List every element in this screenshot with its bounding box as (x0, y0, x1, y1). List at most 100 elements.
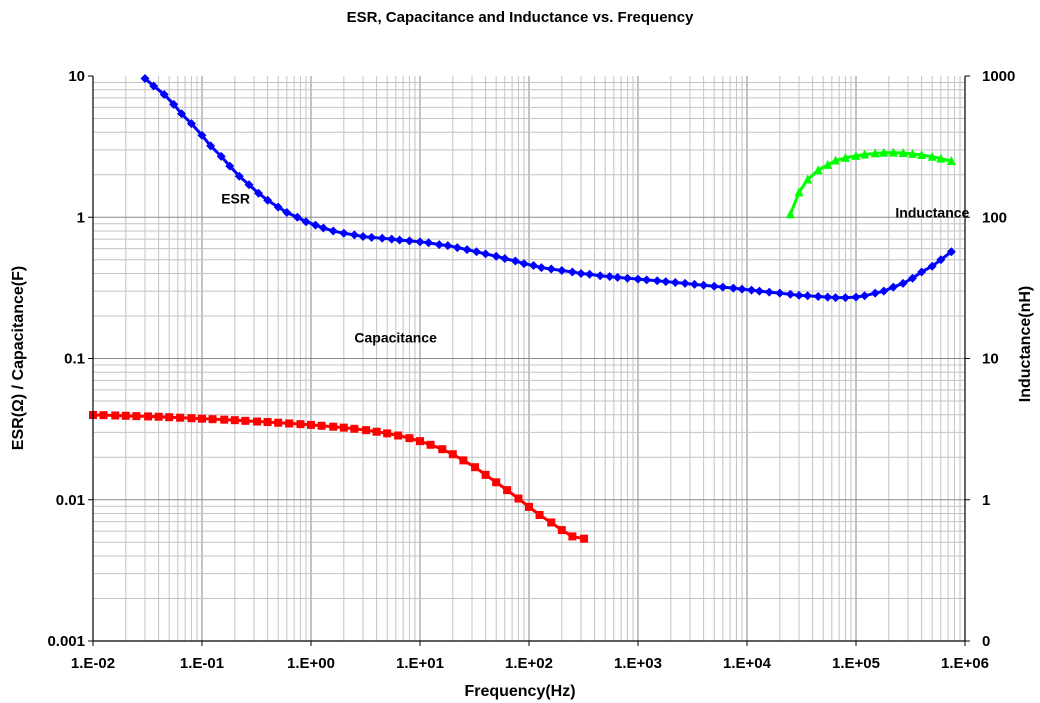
x-tick-label: 1.E+03 (614, 655, 662, 672)
esr-point (576, 268, 586, 278)
capacitance-point (329, 422, 338, 431)
esr-point (652, 276, 662, 286)
esr-point (633, 274, 643, 284)
esr-point (661, 277, 671, 287)
capacitance-point (471, 463, 480, 472)
inductance-point (946, 156, 956, 166)
esr-point (462, 245, 472, 255)
capacitance-point (362, 426, 371, 435)
esr-point (263, 195, 273, 205)
capacitance-point (241, 416, 250, 425)
capacitance-point (372, 427, 381, 436)
esr-point (254, 188, 264, 198)
y-right-tick-label: 1 (982, 492, 990, 509)
tick-labels: 1.E-02 1.E-01 1.E+00 1.E+01 1.E+02 1.E+03 1.E+… (47, 68, 1015, 672)
axes (88, 75, 970, 646)
capacitance-point (492, 478, 501, 487)
esr-point (510, 256, 520, 266)
capacitance-point (296, 420, 305, 429)
inductance-point (831, 155, 841, 165)
inductance-point (840, 152, 850, 162)
inductance-point (794, 187, 804, 197)
esr-point (888, 282, 898, 292)
capacitance-point (416, 437, 424, 446)
esr-point (737, 284, 747, 294)
esr-point (434, 240, 444, 250)
capacitance-line (92, 413, 585, 541)
esr-point (764, 287, 774, 297)
y-right-tick-label: 100 (982, 209, 1007, 226)
esr-point (709, 281, 719, 291)
esr-point (917, 267, 927, 277)
annotations: ESR Inductance Capacitance (221, 191, 969, 346)
esr-point (585, 269, 595, 279)
capacitance-point (459, 456, 468, 465)
esr-point (529, 261, 539, 271)
capacitance-point (514, 494, 523, 503)
esr-point (404, 236, 414, 246)
esr-point (870, 288, 880, 298)
capacitance-point (187, 414, 196, 423)
esr-point (519, 259, 529, 269)
y-left-tick-label: 1 (77, 209, 85, 226)
capacitance-point (426, 440, 435, 449)
esr-point (536, 263, 546, 273)
esr-point (794, 290, 804, 300)
esr-point (823, 292, 833, 302)
y-left-tick-label: 0.001 (47, 633, 85, 650)
esr-point (149, 81, 159, 91)
esr-point (813, 291, 823, 301)
inductance-point (803, 174, 813, 184)
capacitance-point (481, 470, 490, 479)
esr-point (879, 286, 889, 296)
capacitance-point (317, 421, 326, 430)
esr-point (282, 208, 292, 218)
esr-point (481, 249, 491, 259)
capacitance-point (525, 502, 533, 511)
inductance-point (851, 150, 861, 160)
capacitance-point (307, 420, 315, 429)
esr-point (803, 291, 813, 301)
capacitance-point (568, 532, 577, 541)
esr-point (328, 226, 338, 236)
inductance-point (936, 153, 946, 163)
y-axis-left-title: ESR(Ω) / Capacitance(F) (10, 266, 27, 450)
capacitance-point (208, 415, 217, 424)
x-tick-label: 1.E+06 (941, 655, 989, 672)
series-layer (89, 74, 956, 543)
capacitance-point (535, 510, 544, 519)
annotation-capacitance: Capacitance (354, 329, 437, 345)
esr-point (472, 247, 482, 257)
esr-point (387, 234, 397, 244)
capacitance-point (111, 411, 120, 420)
y-right-tick-label: 10 (982, 351, 999, 368)
x-tick-label: 1.E+00 (287, 655, 335, 672)
esr-point (718, 282, 728, 292)
esr-point (206, 141, 216, 151)
capacitance-point (557, 526, 566, 535)
inductance-point (870, 148, 880, 158)
y-left-tick-label: 0.1 (64, 351, 85, 368)
esr-point (936, 255, 946, 265)
capacitance-point (144, 412, 153, 421)
capacitance-point (230, 416, 239, 425)
x-tick-label: 1.E-01 (180, 655, 224, 672)
esr-point (197, 130, 207, 140)
esr-point (273, 202, 283, 212)
capacitance-point (176, 413, 185, 422)
inductance-point (898, 148, 908, 158)
x-tick-label: 1.E+02 (505, 655, 553, 672)
esr-point (140, 74, 150, 84)
capacitance-point (99, 411, 108, 420)
capacitance-point (503, 486, 512, 495)
esr-point (443, 241, 453, 251)
capacitance-point (580, 534, 589, 543)
esr-point (169, 99, 179, 109)
y-right-tick-label: 0 (982, 633, 990, 650)
esr-point (177, 109, 187, 119)
esr-point (728, 283, 738, 293)
esr-point (395, 235, 405, 245)
annotation-esr: ESR (221, 191, 250, 207)
esr-point (159, 89, 169, 99)
